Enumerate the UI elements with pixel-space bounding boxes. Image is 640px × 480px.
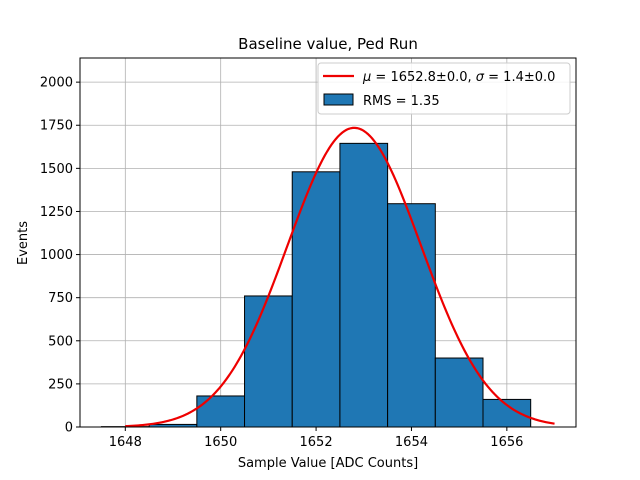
y-tick-label: 1000 — [40, 248, 73, 263]
legend-histogram-label: RMS = 1.35 — [363, 94, 440, 109]
histogram-bar — [482, 398, 532, 428]
x-tick-label: 1656 — [490, 435, 523, 450]
y-tick-label: 500 — [48, 334, 73, 349]
histogram-bar — [291, 171, 341, 428]
legend-mu-symbol: μ — [362, 70, 371, 85]
y-tick-label: 2000 — [40, 76, 73, 91]
legend-mu-value: = 1652.8±0.0, — [371, 70, 475, 85]
y-tick-label: 1750 — [40, 119, 73, 134]
legend-histogram-swatch — [323, 93, 354, 106]
legend-sigma-symbol: σ — [476, 70, 485, 85]
gaussian-fit-line — [125, 126, 555, 428]
histogram-bar — [244, 295, 293, 428]
x-tick-label: 1652 — [300, 435, 333, 450]
x-axis-label: Sample Value [ADC Counts] — [238, 456, 418, 471]
plot-frame — [79, 57, 577, 428]
y-axis-ticks: 0 250 500 750 1000 1250 1500 1750 2000 — [40, 76, 80, 436]
x-tick-label: 1650 — [204, 435, 237, 450]
legend-sigma-value: = 1.4±0.0 — [484, 70, 555, 85]
chart-title: Baseline value, Ped Run — [238, 35, 418, 53]
histogram-bar — [339, 142, 389, 428]
histogram-bars — [100, 142, 532, 428]
legend-fit-label: μ = 1652.8±0.0, σ = 1.4±0.0 — [362, 70, 555, 85]
x-tick-label: 1648 — [109, 435, 142, 450]
y-tick-label: 250 — [48, 377, 73, 392]
x-tick-label: 1654 — [395, 435, 428, 450]
histogram-bar — [387, 203, 436, 428]
legend: μ = 1652.8±0.0, σ = 1.4±0.0 RMS = 1.35 — [317, 62, 571, 115]
histogram-bar — [196, 395, 246, 428]
y-tick-label: 1500 — [40, 162, 73, 177]
y-tick-label: 750 — [48, 291, 73, 306]
x-axis-ticks: 1648 1650 1652 1654 1656 — [109, 427, 523, 450]
y-axis-label: Events — [16, 221, 31, 265]
legend-box — [317, 62, 571, 115]
y-tick-label: 1250 — [40, 205, 73, 220]
y-tick-label: 0 — [65, 421, 73, 436]
